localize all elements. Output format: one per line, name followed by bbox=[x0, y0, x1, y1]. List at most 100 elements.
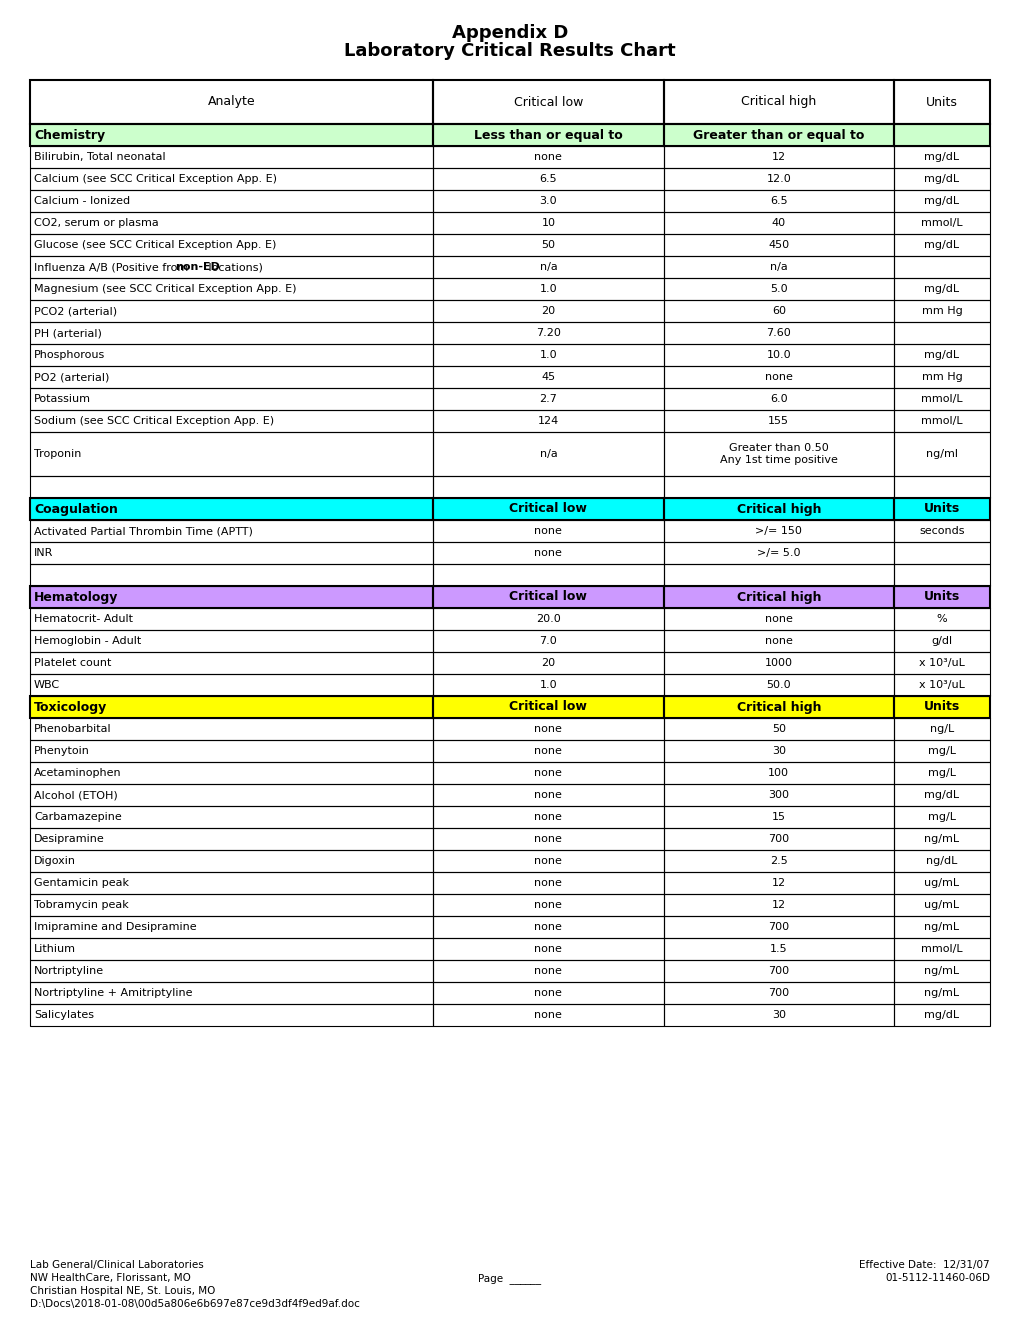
Bar bbox=[893, 784, 989, 807]
Text: 6.5: 6.5 bbox=[769, 195, 787, 206]
Bar bbox=[663, 939, 893, 960]
Text: Appendix D: Appendix D bbox=[451, 24, 568, 42]
Bar bbox=[30, 609, 433, 630]
Bar bbox=[663, 828, 893, 850]
Bar bbox=[663, 322, 893, 345]
Bar bbox=[663, 828, 893, 850]
Bar bbox=[433, 586, 663, 609]
Bar bbox=[433, 960, 663, 982]
Bar bbox=[663, 81, 893, 124]
Text: Units: Units bbox=[923, 701, 959, 714]
Bar bbox=[30, 1005, 433, 1026]
Bar bbox=[433, 564, 663, 586]
Text: Less than or equal to: Less than or equal to bbox=[474, 128, 623, 141]
Bar bbox=[893, 696, 989, 718]
Bar bbox=[30, 234, 433, 256]
Bar bbox=[30, 982, 433, 1005]
Bar bbox=[893, 564, 989, 586]
Bar bbox=[30, 762, 433, 784]
Text: 7.20: 7.20 bbox=[535, 327, 560, 338]
Bar bbox=[30, 147, 433, 168]
Bar bbox=[433, 234, 663, 256]
Bar bbox=[433, 718, 663, 741]
Bar bbox=[663, 411, 893, 432]
Bar bbox=[893, 432, 989, 477]
Bar bbox=[893, 807, 989, 828]
Text: mg/dL: mg/dL bbox=[923, 284, 959, 294]
Bar bbox=[433, 873, 663, 894]
Text: mg/dL: mg/dL bbox=[923, 350, 959, 360]
Text: none: none bbox=[534, 768, 561, 777]
Bar bbox=[663, 432, 893, 477]
Text: seconds: seconds bbox=[918, 525, 964, 536]
Text: ng/ml: ng/ml bbox=[925, 449, 957, 459]
Bar bbox=[893, 675, 989, 696]
Bar bbox=[893, 828, 989, 850]
Bar bbox=[30, 411, 433, 432]
Bar bbox=[433, 432, 663, 477]
Text: mg/L: mg/L bbox=[927, 812, 955, 822]
Text: none: none bbox=[534, 525, 561, 536]
Bar bbox=[663, 807, 893, 828]
Bar bbox=[893, 873, 989, 894]
Text: %: % bbox=[935, 614, 947, 624]
Bar bbox=[30, 960, 433, 982]
Bar bbox=[433, 675, 663, 696]
Bar bbox=[893, 609, 989, 630]
Bar bbox=[893, 520, 989, 543]
Bar bbox=[663, 982, 893, 1005]
Text: mg/dL: mg/dL bbox=[923, 174, 959, 183]
Text: ng/L: ng/L bbox=[929, 723, 953, 734]
Bar bbox=[433, 345, 663, 366]
Bar bbox=[893, 762, 989, 784]
Text: Units: Units bbox=[925, 95, 957, 108]
Bar bbox=[30, 300, 433, 322]
Text: none: none bbox=[534, 746, 561, 756]
Bar bbox=[893, 411, 989, 432]
Text: Effective Date:  12/31/07: Effective Date: 12/31/07 bbox=[859, 1261, 989, 1270]
Bar bbox=[433, 828, 663, 850]
Bar bbox=[663, 630, 893, 652]
Bar bbox=[433, 498, 663, 520]
Bar bbox=[30, 213, 433, 234]
Bar bbox=[30, 366, 433, 388]
Bar bbox=[893, 300, 989, 322]
Bar bbox=[663, 520, 893, 543]
Bar bbox=[433, 609, 663, 630]
Bar bbox=[433, 916, 663, 939]
Text: Hemoglobin - Adult: Hemoglobin - Adult bbox=[34, 636, 141, 645]
Bar bbox=[663, 543, 893, 564]
Bar bbox=[433, 784, 663, 807]
Bar bbox=[30, 190, 433, 213]
Bar bbox=[893, 543, 989, 564]
Bar bbox=[433, 300, 663, 322]
Bar bbox=[663, 652, 893, 675]
Bar bbox=[30, 564, 433, 586]
Bar bbox=[30, 916, 433, 939]
Text: mg/dL: mg/dL bbox=[923, 152, 959, 162]
Bar bbox=[30, 81, 433, 124]
Bar bbox=[893, 147, 989, 168]
Bar bbox=[433, 894, 663, 916]
Bar bbox=[30, 388, 433, 411]
Text: Carbamazepine: Carbamazepine bbox=[34, 812, 121, 822]
Text: Potassium: Potassium bbox=[34, 393, 91, 404]
Bar bbox=[433, 982, 663, 1005]
Bar bbox=[30, 807, 433, 828]
Bar bbox=[30, 630, 433, 652]
Bar bbox=[893, 960, 989, 982]
Bar bbox=[30, 718, 433, 741]
Bar bbox=[893, 850, 989, 873]
Bar bbox=[30, 675, 433, 696]
Bar bbox=[433, 609, 663, 630]
Bar bbox=[30, 345, 433, 366]
Bar bbox=[433, 279, 663, 300]
Bar bbox=[893, 696, 989, 718]
Text: Coagulation: Coagulation bbox=[34, 503, 118, 516]
Bar bbox=[663, 762, 893, 784]
Text: 60: 60 bbox=[771, 306, 785, 315]
Bar bbox=[893, 498, 989, 520]
Bar bbox=[433, 147, 663, 168]
Bar bbox=[893, 279, 989, 300]
Bar bbox=[433, 234, 663, 256]
